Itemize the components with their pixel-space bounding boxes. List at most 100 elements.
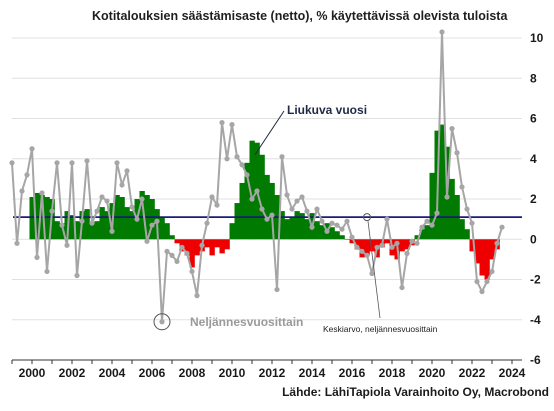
- quarterly-point: [369, 270, 375, 277]
- bar: [104, 211, 110, 240]
- bar: [54, 221, 60, 240]
- quarterly-point: [149, 222, 155, 228]
- quarterly-point: [299, 194, 305, 200]
- bar: [439, 124, 445, 240]
- bar: [384, 239, 390, 244]
- quarterly-point: [394, 240, 400, 246]
- quarterly-point: [219, 119, 225, 126]
- bar: [354, 239, 360, 250]
- quarterly-point: [459, 184, 465, 190]
- quarterly-point: [224, 156, 230, 162]
- quarterly-point: [244, 172, 250, 178]
- quarterly-point: [139, 196, 145, 202]
- bar: [279, 211, 285, 240]
- bar: [399, 239, 405, 252]
- bar: [294, 211, 300, 240]
- x-tick-label: 2012: [259, 366, 286, 380]
- quarterly-line: [9, 29, 505, 325]
- quarterly-point: [124, 168, 130, 174]
- quarterly-point: [284, 192, 290, 198]
- bar: [224, 239, 230, 250]
- quarterly-point: [194, 293, 200, 299]
- bar: [159, 217, 165, 240]
- quarterly-point: [84, 158, 90, 164]
- x-tick-label: 2018: [379, 366, 406, 380]
- quarterly-point: [344, 218, 350, 224]
- y-axis-ticks: 10 8 6 4 2 0 -2 -4 -6: [530, 31, 544, 367]
- quarterly-point: [479, 288, 485, 295]
- bar: [329, 227, 335, 240]
- bar: [139, 190, 145, 240]
- bar: [464, 229, 470, 240]
- chart-title: Kotitalouksien säästämisaste (netto), % …: [92, 9, 508, 23]
- quarterly-point: [144, 238, 150, 244]
- bar: [469, 239, 475, 252]
- bar: [214, 239, 220, 248]
- x-tick-label: 2020: [419, 366, 446, 380]
- quarterly-point: [79, 218, 85, 224]
- quarterly-point: [259, 206, 265, 212]
- bar: [479, 239, 485, 276]
- bar: [349, 239, 355, 244]
- quarterly-point: [29, 146, 35, 152]
- x-tick-label: 2010: [219, 366, 246, 380]
- quarterly-point: [469, 220, 475, 226]
- quarterly-point: [114, 160, 120, 166]
- quarterly-point: [439, 29, 445, 35]
- quarterly-point: [269, 212, 275, 218]
- quarterly-point: [154, 218, 160, 224]
- y-tick-label: 6: [530, 112, 537, 126]
- quarterly-point: [254, 188, 260, 194]
- quarterly-point: [119, 182, 125, 188]
- quarterly-point: [494, 240, 500, 246]
- bar: [59, 223, 65, 240]
- bar: [364, 239, 370, 256]
- bar: [74, 221, 80, 240]
- quarterly-point: [449, 126, 455, 132]
- quarterly-point: [169, 252, 175, 258]
- quarterly-point: [264, 216, 270, 222]
- quarterly-point: [109, 228, 115, 234]
- quarterly-point: [419, 224, 425, 230]
- quarterly-annotation: Neljännesvuosittain: [190, 315, 303, 329]
- x-tick-label: 2000: [19, 366, 46, 380]
- bar: [129, 211, 135, 240]
- quarterly-point: [164, 248, 170, 254]
- bar: [234, 203, 240, 240]
- quarterly-point: [184, 250, 190, 256]
- bar: [304, 219, 310, 240]
- quarterly-point: [414, 240, 420, 246]
- quarterly-point: [349, 234, 355, 240]
- y-tick-label: -6: [530, 353, 541, 367]
- y-tick-label: 4: [530, 152, 537, 166]
- bar: [489, 239, 495, 260]
- bar: [204, 239, 210, 248]
- bar: [69, 215, 75, 240]
- quarterly-point: [94, 208, 100, 214]
- bar: [484, 239, 490, 280]
- bar: [184, 239, 190, 256]
- bar: [459, 219, 465, 240]
- quarterly-point: [404, 250, 410, 256]
- bar: [44, 197, 50, 240]
- quarterly-point: [359, 248, 365, 254]
- quarterly-point: [309, 224, 315, 230]
- quarterly-point: [59, 222, 65, 228]
- quarterly-point: [19, 188, 25, 194]
- source-note: Lähde: LähiTapiola Varainhoito Oy, Macro…: [282, 385, 549, 399]
- quarterly-point: [214, 202, 220, 208]
- bar: [169, 235, 175, 240]
- bar: [34, 192, 40, 240]
- quarterly-point: [364, 252, 370, 258]
- quarterly-point: [484, 278, 490, 285]
- quarterly-point: [444, 194, 450, 200]
- quarterly-point: [159, 319, 165, 325]
- bar: [344, 239, 350, 240]
- quarterly-point: [9, 160, 15, 166]
- bar: [99, 207, 105, 240]
- bar: [314, 221, 320, 240]
- quarterly-point: [104, 198, 110, 204]
- quarterly-point: [329, 220, 335, 226]
- y-tick-label: 0: [530, 232, 537, 246]
- x-tick-label: 2008: [179, 366, 206, 380]
